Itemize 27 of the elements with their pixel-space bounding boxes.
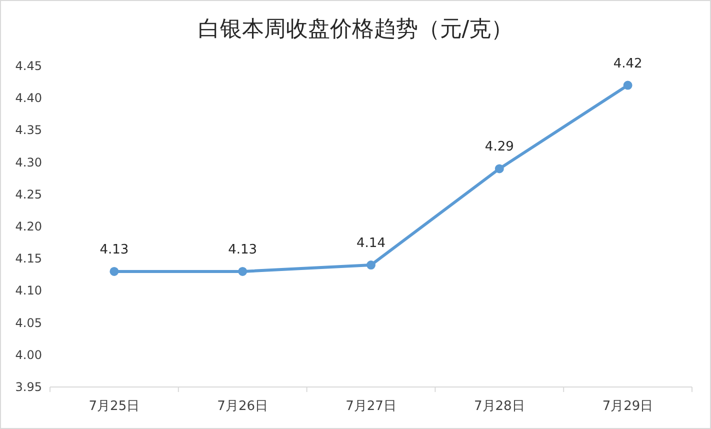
y-tick-label: 4.35 bbox=[15, 123, 42, 138]
x-tick-label: 7月28日 bbox=[474, 399, 525, 414]
title: 白银本周收盘价格趋势（元/克） bbox=[198, 17, 514, 42]
y-tick-label: 4.30 bbox=[15, 155, 42, 170]
data-label: 4.29 bbox=[484, 140, 514, 155]
data-label: 4.13 bbox=[100, 242, 129, 258]
y-tick-label: 4.25 bbox=[15, 187, 42, 202]
y-tick-label: 4.10 bbox=[15, 284, 42, 298]
x-tick-label: 7月25日 bbox=[88, 399, 140, 414]
y-tick-label: 4.45 bbox=[15, 59, 42, 73]
y-tick-label: 4.00 bbox=[15, 348, 42, 362]
point bbox=[110, 266, 119, 276]
y-tick-label: 4.20 bbox=[15, 220, 42, 234]
point bbox=[238, 266, 248, 276]
data-label: 4.42 bbox=[613, 56, 642, 72]
point bbox=[623, 80, 632, 90]
x-tick-label: 7月29日 bbox=[602, 399, 654, 414]
point bbox=[494, 164, 504, 174]
x-tick-label: 7月27日 bbox=[346, 399, 396, 414]
x-tick-label: 7月26日 bbox=[217, 399, 268, 414]
y-tick-label: 4.15 bbox=[15, 252, 42, 266]
y-tick-label: 3.95 bbox=[15, 380, 42, 394]
y-tick-label: 4.40 bbox=[15, 91, 42, 106]
point bbox=[366, 260, 376, 270]
y-tick-label: 4.05 bbox=[15, 316, 42, 330]
data-label: 4.14 bbox=[356, 236, 386, 252]
data-label: 4.13 bbox=[228, 242, 258, 258]
